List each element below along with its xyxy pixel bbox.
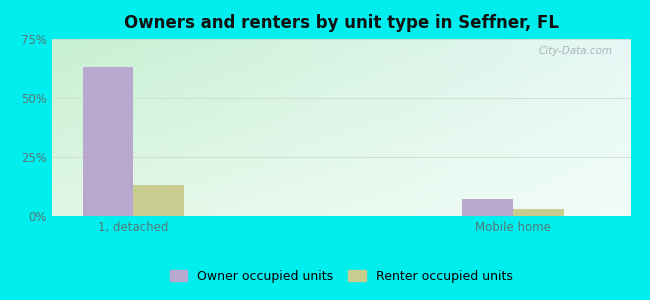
Legend: Owner occupied units, Renter occupied units: Owner occupied units, Renter occupied un… <box>164 265 518 288</box>
Text: City-Data.com: City-Data.com <box>539 46 613 56</box>
Bar <box>133 185 184 216</box>
Bar <box>83 67 133 216</box>
Title: Owners and renters by unit type in Seffner, FL: Owners and renters by unit type in Seffn… <box>124 14 559 32</box>
Bar <box>462 200 513 216</box>
Bar <box>513 209 564 216</box>
